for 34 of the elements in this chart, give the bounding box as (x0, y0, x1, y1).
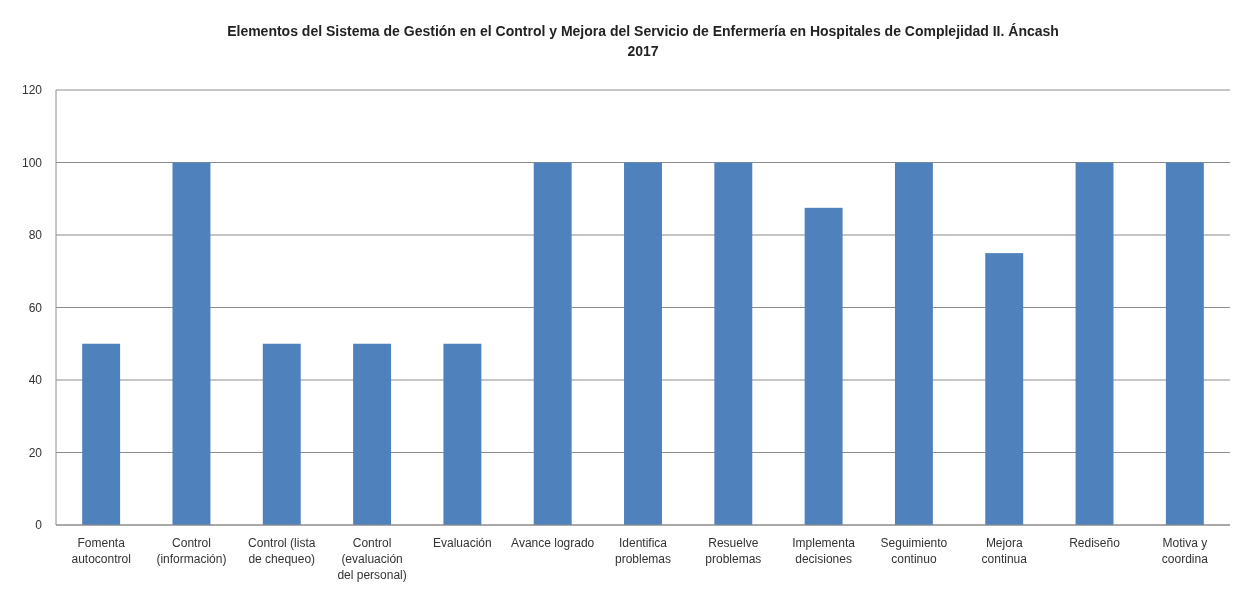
bar (172, 162, 211, 525)
x-tick-label: Avance logrado (511, 536, 595, 550)
x-tick-label: Implementa decisiones (792, 536, 856, 566)
bar (894, 162, 933, 525)
x-tick-label: Control (lista de chequeo) (248, 536, 316, 566)
y-tick-label: 40 (28, 373, 43, 387)
x-tick-label: Seguimiento continuo (880, 536, 948, 566)
x-tick-label: Control (evaluación del personal) (337, 536, 407, 582)
x-tick-label: Resuelve problemas (705, 536, 762, 566)
x-tick-label: Fomenta autocontrol (71, 536, 131, 566)
x-tick-label: Identifica problemas (614, 536, 672, 566)
bar (1075, 162, 1114, 525)
y-tick-label: 80 (28, 228, 43, 242)
bar (985, 253, 1024, 525)
y-tick-label: 120 (21, 83, 43, 97)
bar (624, 162, 662, 525)
x-tick-label: Mejora continua (981, 536, 1028, 566)
bar (804, 207, 843, 525)
y-tick-label: 20 (28, 445, 43, 460)
bar (1165, 162, 1204, 525)
x-tick-label: Evaluación (433, 536, 492, 550)
y-tick-label: 100 (21, 155, 43, 170)
x-tick-label: Motiva y coordina (1161, 536, 1209, 566)
bar (262, 343, 301, 525)
bar (82, 343, 121, 525)
bar (443, 343, 482, 525)
x-tick-label: Control (información) (156, 536, 227, 566)
x-tick-label: Rediseño (1069, 536, 1121, 550)
bar (714, 162, 753, 525)
chart-title: Elementos del Sistema de Gestión en el Control y Mejora del Servicio de Enfermería en Hospitales de Complejidad II. Áncash 2017 (227, 23, 1059, 59)
bar (533, 162, 572, 525)
bar (353, 343, 392, 525)
y-tick-label: 60 (28, 300, 43, 315)
y-tick-label: 0 (35, 518, 43, 532)
